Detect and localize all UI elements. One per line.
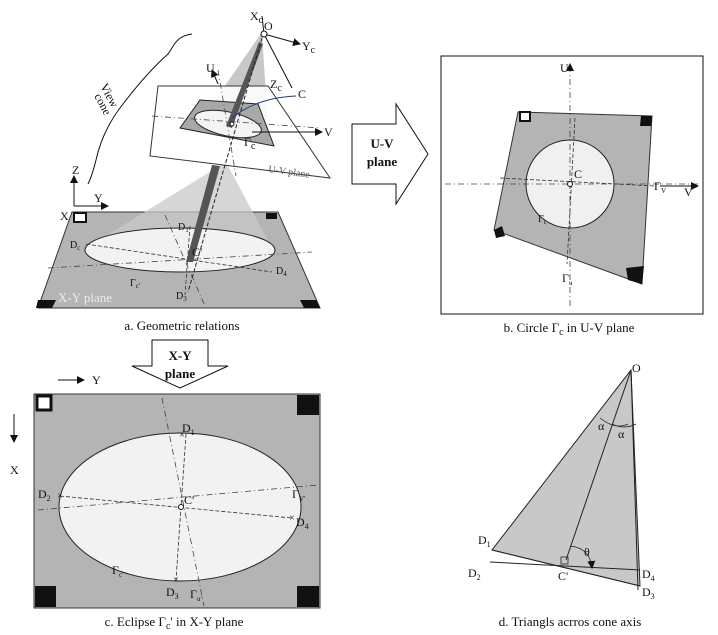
svg-text:D1: D1	[182, 421, 195, 437]
svg-text:α: α	[598, 419, 605, 433]
svg-text:V: V	[324, 125, 333, 139]
caption-b: b. Circle Γc in U-V plane	[504, 320, 635, 338]
panel-c-ellipse-xy: × × × × Y X D1 D2 D4 D3 C' ΓV' Γc' Γu' c…	[10, 373, 321, 632]
svg-text:ΓV: ΓV	[654, 179, 666, 195]
svg-text:D4: D4	[642, 567, 655, 583]
svg-text:D1: D1	[478, 533, 491, 549]
svg-text:D4: D4	[296, 515, 309, 531]
panel-a-geometric-relations: View cone O Xc Yc Zc U V C Γc U-V plane …	[36, 9, 333, 333]
svg-text:plane: plane	[165, 366, 196, 381]
svg-text:V: V	[684, 185, 693, 199]
svg-text:U: U	[560, 61, 569, 75]
caption-a: a. Geometric relations	[124, 318, 239, 333]
svg-text:Γu': Γu'	[190, 587, 202, 603]
svg-text:Xc: Xc	[250, 9, 264, 26]
svg-text:×: ×	[173, 575, 179, 586]
svg-text:×: ×	[179, 430, 185, 441]
footprint-ellipse	[84, 227, 276, 273]
svg-text:ΓV': ΓV'	[292, 487, 305, 503]
svg-text:Y: Y	[94, 191, 103, 205]
panel-d-triangles: O α α θ D1 D2 C' D4 D3 d. Triangls acrro…	[468, 361, 655, 629]
svg-text:C': C'	[192, 245, 202, 259]
arrow-xy-plane: X-Y plane	[131, 339, 229, 389]
svg-text:Γu: Γu	[562, 271, 573, 287]
svg-text:C': C'	[558, 569, 568, 583]
svg-text:D3: D3	[642, 585, 655, 601]
svg-text:θ: θ	[584, 545, 590, 559]
svg-text:C: C	[574, 167, 582, 181]
svg-text:Yc: Yc	[302, 39, 316, 56]
view-cone-lower	[86, 162, 272, 248]
svg-text:plane: plane	[367, 154, 398, 169]
caption-d: d. Triangls acrros cone axis	[499, 614, 642, 629]
caption-c: c. Eclipse Γc' in X-Y plane	[105, 614, 244, 632]
svg-text:X: X	[10, 463, 19, 477]
svg-text:U: U	[206, 61, 215, 75]
svg-text:×: ×	[57, 491, 63, 502]
svg-text:Dc: Dc	[70, 240, 80, 252]
svg-text:C: C	[298, 87, 306, 101]
svg-text:Z: Z	[72, 163, 79, 177]
svg-text:D3: D3	[166, 585, 179, 601]
svg-text:O: O	[632, 361, 641, 375]
svg-text:D2: D2	[38, 487, 51, 503]
svg-text:Γc': Γc'	[130, 278, 140, 290]
panel-b-circle-uv: U C V ΓV Γc Γu b. Circle Γc in U-V plane…	[440, 55, 704, 338]
arrow-uv-plane: U-V plane	[351, 102, 429, 206]
svg-text:Zc: Zc	[270, 77, 282, 94]
svg-text:Γc: Γc	[538, 214, 547, 226]
svg-text:D2: D2	[468, 566, 481, 582]
svg-text:X-Y plane: X-Y plane	[58, 290, 112, 305]
label-o: O	[264, 19, 273, 33]
svg-text:Γc': Γc'	[112, 563, 123, 579]
svg-text:C': C'	[184, 493, 194, 507]
svg-text:X-Y: X-Y	[168, 348, 192, 363]
svg-text:Y: Y	[92, 373, 101, 387]
svg-text:X: X	[60, 209, 69, 223]
svg-text:D1: D1	[178, 222, 189, 234]
svg-text:D3: D3	[176, 291, 187, 303]
svg-text:U-V: U-V	[370, 136, 394, 151]
svg-text:D4: D4	[276, 266, 287, 278]
svg-text:Γc: Γc	[244, 135, 256, 152]
svg-text:α: α	[618, 427, 625, 441]
svg-text:×: ×	[289, 513, 295, 524]
